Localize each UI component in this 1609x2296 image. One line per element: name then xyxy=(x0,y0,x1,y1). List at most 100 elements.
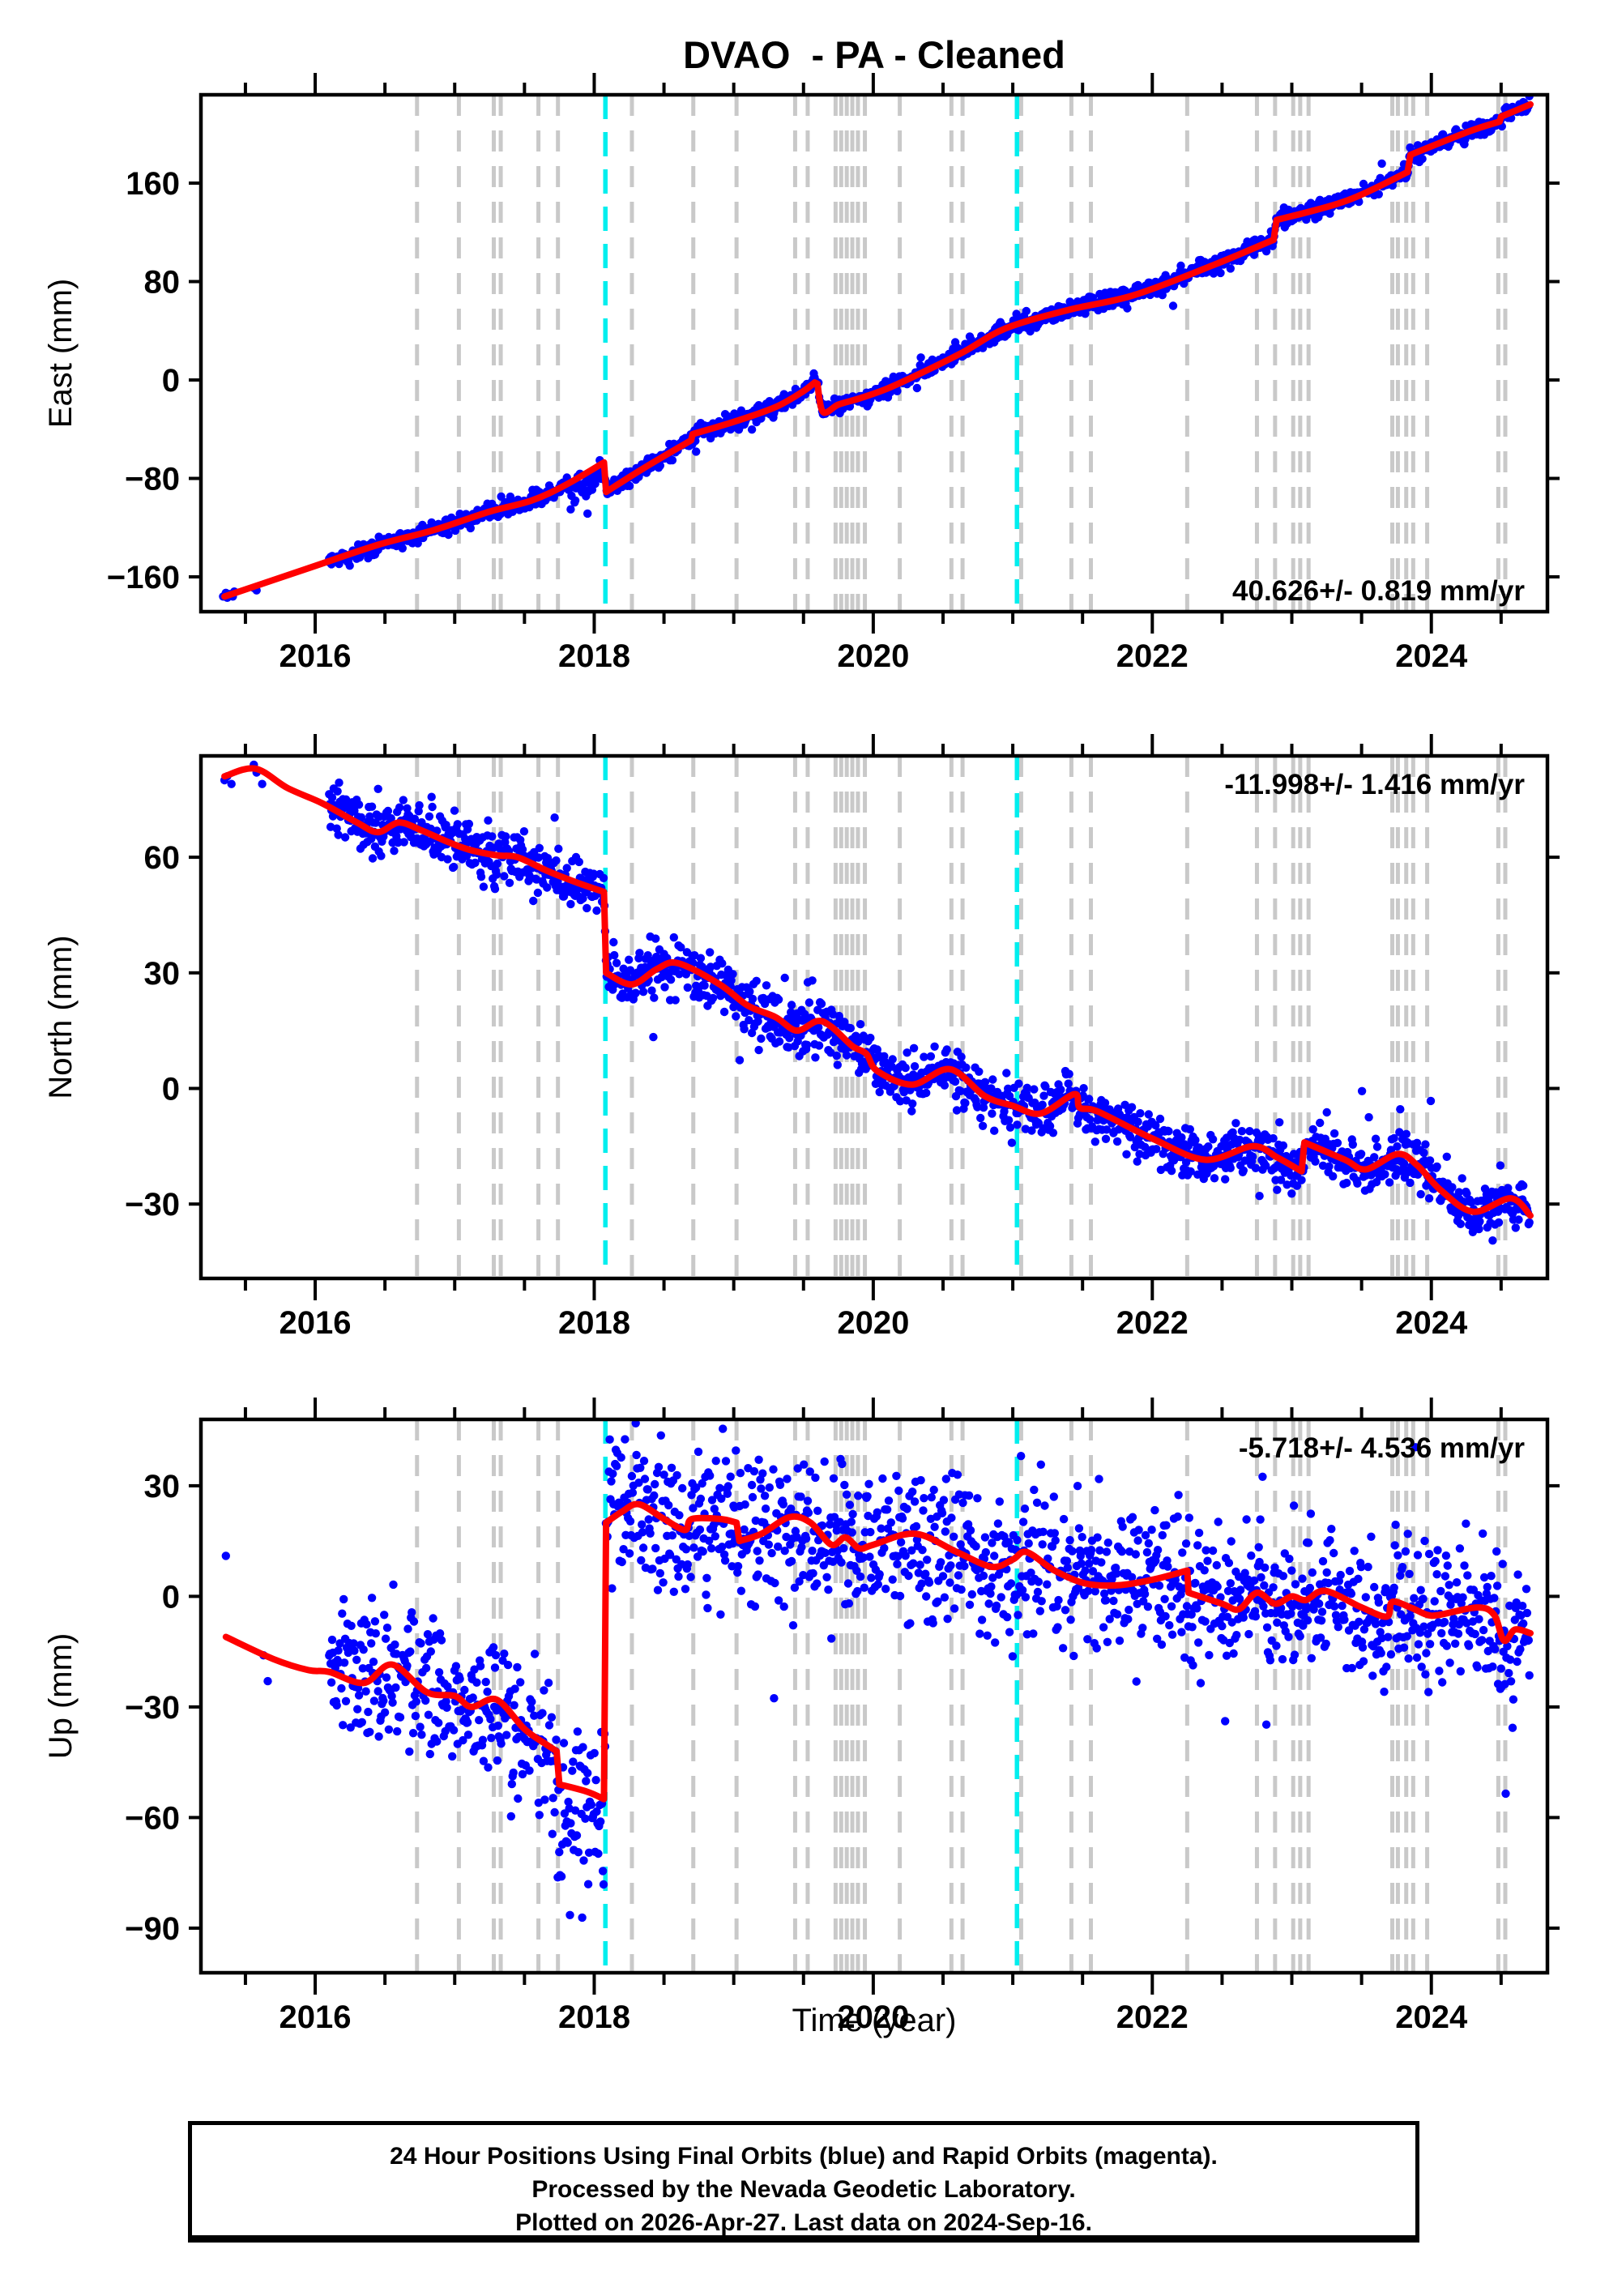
data-point xyxy=(1017,1452,1026,1461)
data-point xyxy=(1513,1657,1522,1667)
data-point xyxy=(1415,1628,1425,1637)
data-point xyxy=(1000,1532,1009,1541)
data-point xyxy=(1224,1559,1234,1568)
data-point xyxy=(484,1763,493,1772)
data-point xyxy=(1309,1605,1318,1614)
data-point xyxy=(468,1693,477,1702)
data-point xyxy=(653,1585,663,1594)
data-point xyxy=(705,1536,714,1546)
data-point xyxy=(1124,1615,1133,1624)
x-tick-label-2016: 2016 xyxy=(280,638,352,674)
data-point xyxy=(1140,1590,1150,1598)
data-point xyxy=(939,1496,949,1504)
data-point xyxy=(1237,1127,1247,1136)
data-point xyxy=(1514,1215,1523,1224)
data-point xyxy=(1506,1677,1516,1686)
data-point xyxy=(1393,1551,1402,1560)
data-point xyxy=(922,1088,931,1098)
data-point xyxy=(1322,1568,1331,1577)
data-point xyxy=(1367,1532,1376,1542)
data-point xyxy=(1329,1602,1339,1611)
data-point xyxy=(646,1529,655,1538)
data-point xyxy=(476,873,486,881)
data-point xyxy=(548,1829,557,1838)
data-point xyxy=(707,1496,717,1504)
data-point xyxy=(1022,1083,1032,1093)
data-point xyxy=(927,1493,937,1502)
data-point xyxy=(1251,1163,1261,1173)
data-point xyxy=(1462,1189,1471,1198)
data-point xyxy=(1424,1549,1434,1559)
data-point xyxy=(1053,1623,1062,1632)
east-y-tick-label: −160 xyxy=(107,560,180,595)
data-point xyxy=(1377,159,1386,169)
x-tick-label-2016: 2016 xyxy=(280,1305,352,1341)
data-point xyxy=(1329,1548,1338,1558)
data-point xyxy=(942,1045,951,1054)
data-point xyxy=(1245,1127,1254,1136)
data-point xyxy=(1316,1633,1325,1642)
data-point xyxy=(774,1596,783,1605)
data-point xyxy=(686,1573,695,1581)
data-point xyxy=(1043,1580,1052,1589)
data-point xyxy=(957,1585,966,1594)
data-point xyxy=(830,1513,839,1521)
data-point xyxy=(1079,1084,1088,1093)
data-point xyxy=(557,1872,566,1881)
data-point xyxy=(492,870,501,879)
data-point xyxy=(943,1615,952,1624)
data-point xyxy=(501,832,510,841)
data-point xyxy=(1496,1161,1505,1170)
data-point xyxy=(681,1585,690,1594)
data-point xyxy=(1405,1569,1414,1579)
data-point xyxy=(1152,1145,1161,1154)
data-point xyxy=(721,1457,731,1466)
data-point xyxy=(500,1649,509,1658)
data-point xyxy=(544,1721,554,1730)
data-point xyxy=(693,1552,702,1561)
data-point xyxy=(1358,1643,1368,1652)
data-point xyxy=(403,1624,412,1633)
data-point xyxy=(640,1474,650,1483)
data-point xyxy=(720,1556,730,1565)
data-point xyxy=(814,1022,823,1032)
data-point xyxy=(1255,1192,1264,1201)
data-point xyxy=(639,1457,649,1466)
data-point xyxy=(747,425,757,434)
data-point xyxy=(1261,1161,1270,1171)
data-point xyxy=(655,1568,664,1578)
data-point xyxy=(1160,1594,1169,1604)
data-point xyxy=(570,496,580,505)
data-point xyxy=(760,1492,770,1500)
data-point xyxy=(1399,1643,1409,1652)
data-point xyxy=(1150,1505,1159,1515)
data-point xyxy=(666,975,676,984)
data-point xyxy=(609,937,618,947)
data-point xyxy=(909,1043,919,1053)
data-point xyxy=(1032,1498,1042,1508)
data-point xyxy=(497,1739,506,1748)
data-point xyxy=(956,1086,965,1096)
data-point xyxy=(548,1794,557,1803)
data-point xyxy=(1226,264,1236,273)
data-point xyxy=(510,1684,519,1693)
north-panel-frame xyxy=(198,753,1550,1281)
data-point xyxy=(971,1542,980,1551)
data-point xyxy=(367,1594,377,1603)
data-point xyxy=(1194,1528,1204,1538)
data-point xyxy=(1008,1652,1018,1661)
data-point xyxy=(1193,1604,1201,1613)
data-point xyxy=(1462,1519,1470,1528)
data-point xyxy=(450,806,459,815)
data-point xyxy=(1287,1189,1296,1198)
data-point xyxy=(1371,1620,1381,1628)
data-point xyxy=(564,1797,573,1807)
data-point xyxy=(559,1739,569,1748)
data-point xyxy=(1006,1579,1016,1588)
data-point xyxy=(328,812,338,821)
data-point xyxy=(753,1017,762,1026)
data-point xyxy=(462,851,472,860)
data-point xyxy=(804,1509,813,1517)
data-point xyxy=(339,1721,348,1730)
data-point xyxy=(1386,1649,1396,1659)
